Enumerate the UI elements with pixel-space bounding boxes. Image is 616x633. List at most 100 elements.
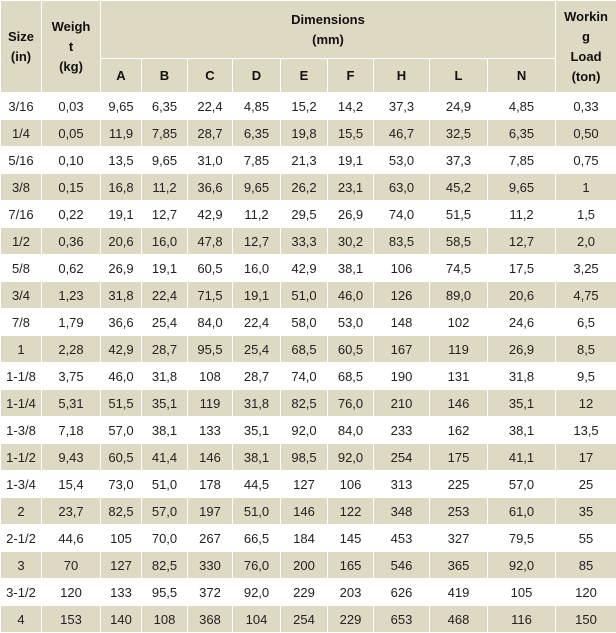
cell-size: 7/8 xyxy=(1,309,42,336)
cell-dim-c: 330 xyxy=(188,552,233,579)
cell-dim-e: 58,0 xyxy=(281,309,328,336)
cell-dim-f: 92,0 xyxy=(328,444,374,471)
cell-dim-e: 19,8 xyxy=(281,120,328,147)
cell-weight: 7,18 xyxy=(42,417,101,444)
cell-dim-d: 44,5 xyxy=(233,471,281,498)
header-dim-l: L xyxy=(430,59,488,93)
cell-dim-h: 626 xyxy=(374,579,430,606)
cell-dim-a: 19,1 xyxy=(101,201,142,228)
cell-dim-l: 175 xyxy=(430,444,488,471)
cell-dim-b: 6,35 xyxy=(142,93,188,120)
cell-dim-b: 9,65 xyxy=(142,147,188,174)
cell-dim-f: 46,0 xyxy=(328,282,374,309)
cell-dim-b: 57,0 xyxy=(142,498,188,525)
cell-dim-l: 365 xyxy=(430,552,488,579)
cell-dim-f: 60,5 xyxy=(328,336,374,363)
cell-dim-d: 11,2 xyxy=(233,201,281,228)
cell-dim-f: 122 xyxy=(328,498,374,525)
cell-weight: 0,15 xyxy=(42,174,101,201)
cell-working-load: 1 xyxy=(556,174,616,201)
cell-dim-f: 14,2 xyxy=(328,93,374,120)
cell-size: 1 xyxy=(1,336,42,363)
cell-dim-n: 4,85 xyxy=(488,93,556,120)
cell-dim-a: 140 xyxy=(101,606,142,633)
cell-working-load: 9,5 xyxy=(556,363,616,390)
cell-dim-f: 68,5 xyxy=(328,363,374,390)
cell-dim-l: 37,3 xyxy=(430,147,488,174)
cell-dim-b: 12,7 xyxy=(142,201,188,228)
cell-dim-f: 106 xyxy=(328,471,374,498)
cell-weight: 1,23 xyxy=(42,282,101,309)
cell-dim-f: 23,1 xyxy=(328,174,374,201)
cell-weight: 44,6 xyxy=(42,525,101,552)
cell-dim-l: 253 xyxy=(430,498,488,525)
cell-dim-n: 11,2 xyxy=(488,201,556,228)
cell-dim-n: 6,35 xyxy=(488,120,556,147)
cell-dim-n: 26,9 xyxy=(488,336,556,363)
cell-weight: 5,31 xyxy=(42,390,101,417)
cell-dim-c: 146 xyxy=(188,444,233,471)
cell-dim-a: 36,6 xyxy=(101,309,142,336)
cell-dim-c: 36,6 xyxy=(188,174,233,201)
cell-dim-c: 84,0 xyxy=(188,309,233,336)
cell-dim-h: 453 xyxy=(374,525,430,552)
cell-working-load: 150 xyxy=(556,606,616,633)
header-dimensions-line: Dimensions xyxy=(291,12,365,27)
cell-dim-h: 653 xyxy=(374,606,430,633)
cell-size: 1/2 xyxy=(1,228,42,255)
cell-dim-b: 19,1 xyxy=(142,255,188,282)
cell-dim-e: 33,3 xyxy=(281,228,328,255)
cell-dim-b: 82,5 xyxy=(142,552,188,579)
cell-dim-l: 119 xyxy=(430,336,488,363)
cell-dim-e: 15,2 xyxy=(281,93,328,120)
cell-dim-e: 98,5 xyxy=(281,444,328,471)
cell-dim-b: 11,2 xyxy=(142,174,188,201)
cell-dim-d: 12,7 xyxy=(233,228,281,255)
cell-dim-e: 229 xyxy=(281,579,328,606)
cell-weight: 0,36 xyxy=(42,228,101,255)
cell-dim-c: 368 xyxy=(188,606,233,633)
cell-working-load: 12 xyxy=(556,390,616,417)
cell-dim-e: 92,0 xyxy=(281,417,328,444)
header-weight-line: t xyxy=(69,39,73,54)
cell-dim-l: 24,9 xyxy=(430,93,488,120)
cell-dim-h: 210 xyxy=(374,390,430,417)
cell-dim-d: 25,4 xyxy=(233,336,281,363)
cell-dim-d: 22,4 xyxy=(233,309,281,336)
cell-dim-c: 267 xyxy=(188,525,233,552)
cell-size: 3 xyxy=(1,552,42,579)
cell-dim-h: 46,7 xyxy=(374,120,430,147)
cell-dim-e: 254 xyxy=(281,606,328,633)
cell-dim-f: 203 xyxy=(328,579,374,606)
cell-dim-l: 74,5 xyxy=(430,255,488,282)
cell-weight: 120 xyxy=(42,579,101,606)
cell-dim-l: 327 xyxy=(430,525,488,552)
header-weight: Weigh t (kg) xyxy=(42,1,101,93)
cell-dim-l: 32,5 xyxy=(430,120,488,147)
cell-dim-n: 105 xyxy=(488,579,556,606)
header-size-line: (in) xyxy=(11,49,31,64)
cell-dim-e: 127 xyxy=(281,471,328,498)
cell-weight: 0,03 xyxy=(42,93,101,120)
cell-dim-h: 167 xyxy=(374,336,430,363)
cell-working-load: 120 xyxy=(556,579,616,606)
header-dim-f: F xyxy=(328,59,374,93)
cell-size: 1-1/2 xyxy=(1,444,42,471)
cell-dim-f: 30,2 xyxy=(328,228,374,255)
cell-size: 1-3/8 xyxy=(1,417,42,444)
cell-dim-d: 92,0 xyxy=(233,579,281,606)
cell-dim-b: 108 xyxy=(142,606,188,633)
cell-dim-n: 38,1 xyxy=(488,417,556,444)
cell-dim-d: 6,35 xyxy=(233,120,281,147)
cell-working-load: 6,5 xyxy=(556,309,616,336)
cell-dim-h: 190 xyxy=(374,363,430,390)
cell-working-load: 0,50 xyxy=(556,120,616,147)
